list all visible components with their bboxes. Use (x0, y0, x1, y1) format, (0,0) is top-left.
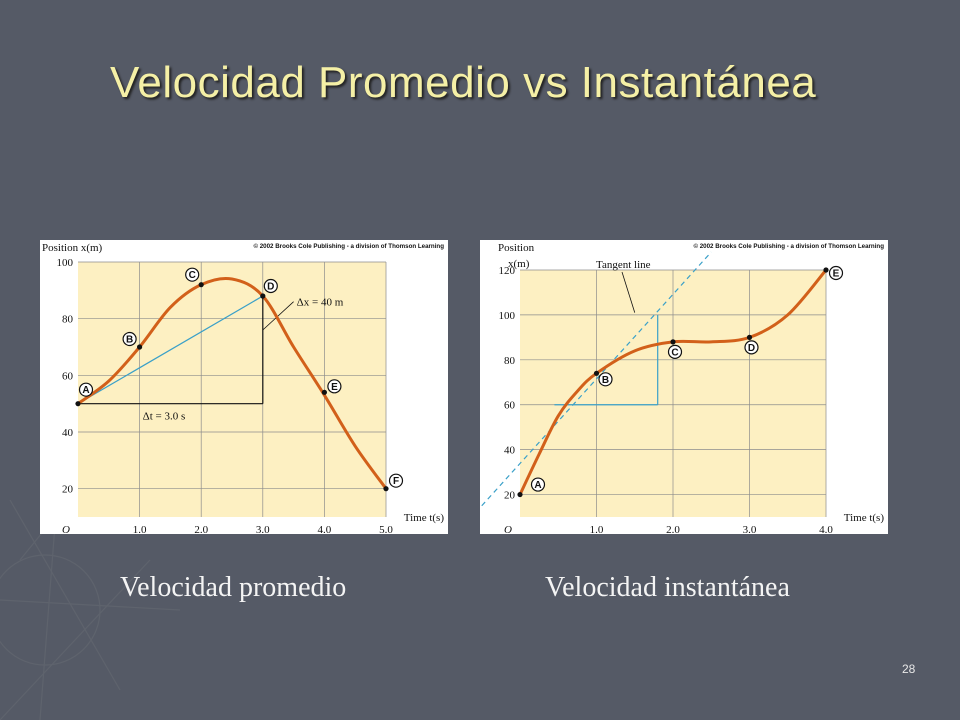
point-label-d-text: D (267, 282, 274, 293)
origin-label: O (62, 524, 70, 534)
instantaneous-velocity-chart-panel: 1.0 2.0 3.0 4.0 20 40 60 80 100 120 O © 2002 Brooks… (480, 240, 888, 534)
average-velocity-chart: 1.0 2.0 3.0 4.0 5.0 20 40 60 80 100 O © 2002 Brooks… (42, 242, 445, 534)
point-label-b-text: B (602, 375, 609, 386)
average-velocity-chart-panel: 1.0 2.0 3.0 4.0 5.0 20 40 60 80 100 O © 2002 Brooks… (40, 240, 448, 534)
point-label-a-text: A (82, 385, 89, 396)
x-tick-label: 3.0 (256, 524, 270, 534)
secant-line (77, 295, 264, 405)
point-label-a-badge (78, 382, 94, 397)
point-label-b-badge (122, 331, 137, 347)
point-label-a-text: A (534, 480, 541, 491)
data-point-b (593, 370, 600, 376)
point-label-f-text: F (393, 476, 399, 487)
x-tick-label: 4.0 (819, 524, 833, 534)
position-curve (76, 276, 388, 491)
point-label-b-text: B (126, 335, 133, 346)
point-label-e-text: E (833, 269, 840, 280)
data-point-c (670, 339, 676, 345)
point-label-c-text: C (189, 270, 196, 281)
y-tick-label: 20 (504, 490, 516, 502)
tangent-label-leader (621, 271, 636, 313)
y-axis-label: Position x(m) (42, 242, 103, 254)
point-label-a-badge (530, 477, 546, 492)
point-label-d-badge (263, 278, 278, 294)
data-point-a (75, 401, 81, 407)
y-tick-label: 100 (499, 310, 516, 322)
x-tick-label: 4.0 (318, 524, 332, 534)
delta-x-annotation: Δx = 40 m (297, 297, 344, 309)
y-tick-label: 120 (499, 265, 516, 277)
point-label-b-badge (598, 372, 613, 387)
y-tick-label: 80 (62, 314, 74, 326)
instantaneous-velocity-chart: 1.0 2.0 3.0 4.0 20 40 60 80 100 120 O © 2002 Brooks… (481, 242, 885, 534)
x-tick-label: 1.0 (590, 524, 604, 534)
x-axis-label: Time t(s) (844, 512, 885, 524)
point-label-c-text: C (671, 347, 678, 358)
page-number: 28 (902, 662, 916, 676)
y-axis-label-line-2: x(m) (508, 258, 530, 270)
y-tick-label: 40 (504, 445, 516, 457)
data-point-a (517, 491, 523, 498)
point-label-f-badge (388, 473, 404, 488)
origin-label: O (504, 524, 512, 534)
point-label-c-badge (667, 344, 683, 359)
data-point-f (383, 486, 389, 492)
copyright-text: © 2002 Brooks Cole Publishing - a divisi… (693, 243, 884, 250)
data-point-d (746, 334, 753, 340)
y-tick-label: 100 (57, 257, 74, 269)
point-label-d-text: D (748, 343, 755, 354)
delta-t-annotation: Δt = 3.0 s (143, 411, 186, 423)
data-point-d (260, 293, 266, 299)
point-label-d-badge (744, 340, 759, 355)
point-label-e-badge (327, 379, 342, 394)
y-tick-label: 80 (504, 355, 516, 367)
tangent-line (481, 251, 712, 507)
y-tick-label: 60 (62, 370, 74, 382)
x-axis-label: Time t(s) (404, 512, 445, 524)
x-tick-label: 3.0 (743, 524, 757, 534)
x-tick-label: 5.0 (379, 524, 393, 534)
tangent-line-label: Tangent line (596, 259, 651, 271)
data-point-b (137, 344, 143, 350)
y-axis-label-line-1: Position (498, 242, 535, 254)
copyright-text: © 2002 Brooks Cole Publishing - a divisi… (253, 243, 444, 250)
x-tick-label: 2.0 (194, 524, 208, 534)
caption-instantaneous-velocity: Velocidad instantánea (545, 572, 790, 603)
y-tick-label: 60 (504, 400, 516, 412)
point-label-e-badge (828, 265, 844, 281)
caption-average-velocity: Velocidad promedio (120, 572, 347, 603)
point-label-e-text: E (331, 382, 338, 393)
x-tick-label: 2.0 (666, 524, 680, 534)
data-point-e (823, 267, 829, 273)
point-label-c-badge (185, 267, 200, 282)
y-tick-label: 40 (62, 427, 74, 439)
delta-x-leader (262, 301, 294, 331)
y-tick-label: 20 (62, 484, 74, 496)
slide-title: Velocidad Promedio vs Instantánea (110, 58, 817, 107)
x-tick-label: 1.0 (133, 524, 147, 534)
data-point-e (321, 389, 327, 395)
data-point-c (198, 282, 204, 288)
position-curve (518, 268, 828, 497)
